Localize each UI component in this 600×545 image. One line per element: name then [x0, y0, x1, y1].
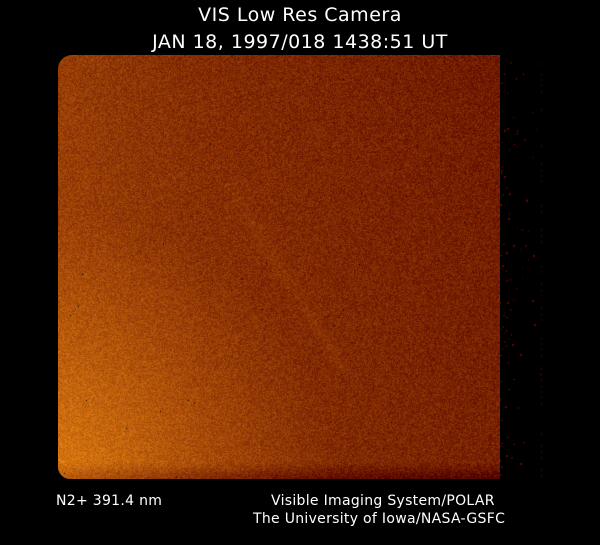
timestamp-title: JAN 18, 1997/018 1438:51 UT [0, 31, 600, 53]
filter-wavelength-label: N2+ 391.4 nm [56, 493, 162, 509]
institution-credit: The University of Iowa/NASA-GSFC [253, 511, 505, 527]
instrument-title: VIS Low Res Camera [0, 4, 600, 26]
detector-edge-noise [500, 55, 545, 479]
camera-image-canvas [58, 55, 500, 479]
camera-image [58, 55, 500, 479]
system-credit: Visible Imaging System/POLAR [271, 493, 495, 509]
